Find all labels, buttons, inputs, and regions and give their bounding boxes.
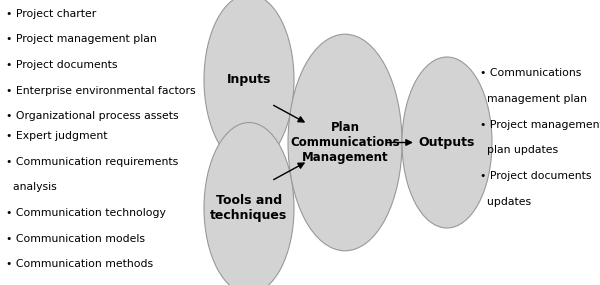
Text: • Project documents: • Project documents [6,60,118,70]
Text: • Project management plan: • Project management plan [6,34,157,44]
Text: Outputs: Outputs [419,136,475,149]
Text: management plan: management plan [480,94,587,104]
Ellipse shape [288,34,402,251]
Text: • Communication methods: • Communication methods [6,259,153,269]
Text: • Organizational process assets: • Organizational process assets [6,111,179,121]
Ellipse shape [204,0,294,165]
Text: • Communication technology: • Communication technology [6,208,166,218]
Text: Inputs: Inputs [227,73,271,86]
Text: • Communication models: • Communication models [6,234,145,244]
Text: updates: updates [480,197,531,207]
Text: plan updates: plan updates [480,145,558,155]
Text: analysis: analysis [6,182,57,192]
Text: Plan
Communications
Management: Plan Communications Management [290,121,400,164]
Text: • Communication requirements: • Communication requirements [6,157,178,167]
Ellipse shape [204,123,294,285]
Text: • Expert judgment: • Expert judgment [6,131,107,141]
Text: Tools and
techniques: Tools and techniques [211,194,287,222]
Text: • Project documents: • Project documents [480,171,592,181]
Text: • Communications: • Communications [480,68,581,78]
Text: • Enterprise environmental factors: • Enterprise environmental factors [6,86,196,95]
Text: • Project management: • Project management [480,120,600,130]
Text: • Project charter: • Project charter [6,9,96,19]
Ellipse shape [402,57,492,228]
